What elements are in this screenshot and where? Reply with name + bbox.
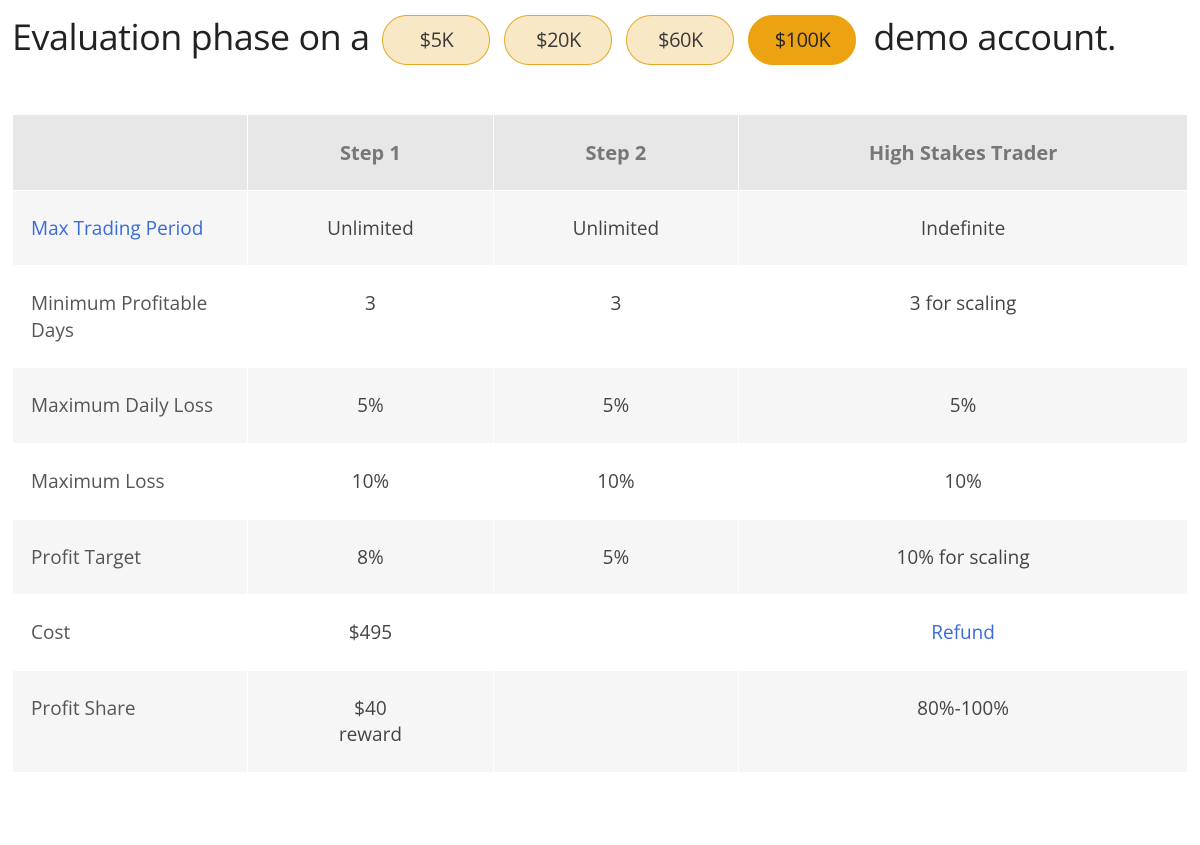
account-size-pill-100k[interactable]: $100K: [748, 15, 856, 65]
row-label: Profit Share: [13, 671, 247, 772]
evaluation-table: Step 1 Step 2 High Stakes Trader Max Tra…: [12, 114, 1188, 773]
row-label[interactable]: Max Trading Period: [13, 191, 247, 266]
table-row: Profit Target8%5%10% for scaling: [13, 520, 1187, 595]
table-cell: 5%: [248, 368, 492, 443]
table-header-high-stakes: High Stakes Trader: [739, 115, 1187, 190]
table-header-step2: Step 2: [494, 115, 738, 190]
table-cell: 80%-100%: [739, 671, 1187, 772]
table-body: Max Trading PeriodUnlimitedUnlimitedInde…: [13, 191, 1187, 772]
table-cell: 10%: [494, 444, 738, 519]
account-size-pill-20k[interactable]: $20K: [504, 15, 612, 65]
table-row: Minimum Profitable Days333 for scaling: [13, 266, 1187, 367]
table-cell: 8%: [248, 520, 492, 595]
table-header-step1: Step 1: [248, 115, 492, 190]
row-label-link[interactable]: Max Trading Period: [31, 215, 203, 241]
table-cell: 10%: [248, 444, 492, 519]
row-label: Maximum Daily Loss: [13, 368, 247, 443]
table-cell: Unlimited: [494, 191, 738, 266]
table-cell: 5%: [739, 368, 1187, 443]
page-heading: Evaluation phase on a $5K $20K $60K $100…: [12, 8, 1188, 66]
table-cell: 3: [494, 266, 738, 367]
table-cell: $40reward: [248, 671, 492, 772]
table-cell: Unlimited: [248, 191, 492, 266]
evaluation-table-wrap: Step 1 Step 2 High Stakes Trader Max Tra…: [12, 114, 1188, 773]
table-cell: [494, 671, 738, 772]
table-header-row: Step 1 Step 2 High Stakes Trader: [13, 115, 1187, 190]
table-cell: 5%: [494, 520, 738, 595]
row-label: Profit Target: [13, 520, 247, 595]
table-row: Maximum Loss10%10%10%: [13, 444, 1187, 519]
table-cell: 5%: [494, 368, 738, 443]
table-header-blank: [13, 115, 247, 190]
table-cell[interactable]: Refund: [739, 595, 1187, 670]
row-label: Maximum Loss: [13, 444, 247, 519]
table-row: Maximum Daily Loss5%5%5%: [13, 368, 1187, 443]
table-cell: 10%: [739, 444, 1187, 519]
table-row: Profit Share$40reward 80%-100%: [13, 671, 1187, 772]
heading-suffix: demo account.: [873, 12, 1116, 61]
table-row: Cost$495 Refund: [13, 595, 1187, 670]
table-row: Max Trading PeriodUnlimitedUnlimitedInde…: [13, 191, 1187, 266]
table-cell: 10% for scaling: [739, 520, 1187, 595]
row-label: Minimum Profitable Days: [13, 266, 247, 367]
table-cell: [494, 595, 738, 670]
row-label: Cost: [13, 595, 247, 670]
table-cell: Indefinite: [739, 191, 1187, 266]
table-cell: 3: [248, 266, 492, 367]
account-size-pill-5k[interactable]: $5K: [382, 15, 490, 65]
heading-prefix: Evaluation phase on a: [12, 12, 370, 61]
cell-link[interactable]: Refund: [931, 619, 995, 645]
table-cell: 3 for scaling: [739, 266, 1187, 367]
account-size-pill-60k[interactable]: $60K: [626, 15, 734, 65]
account-size-pill-group: $5K $20K $60K $100K: [382, 15, 856, 65]
table-cell: $495: [248, 595, 492, 670]
